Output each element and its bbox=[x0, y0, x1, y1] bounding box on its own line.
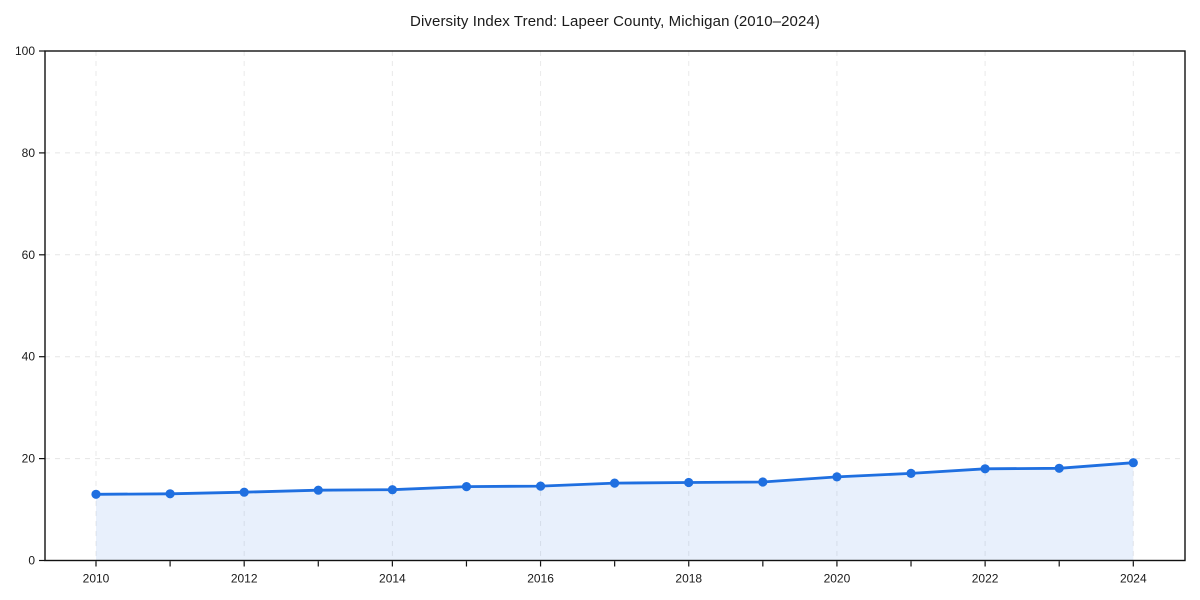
data-point bbox=[684, 477, 694, 488]
x-tick-label: 2012 bbox=[231, 572, 258, 586]
chart-title: Diversity Index Trend: Lapeer County, Mi… bbox=[410, 13, 820, 30]
data-point bbox=[91, 489, 101, 499]
data-point bbox=[313, 485, 323, 495]
x-tick-label: 2016 bbox=[527, 572, 554, 586]
data-point bbox=[165, 489, 175, 499]
data-point bbox=[832, 472, 842, 482]
y-tick-label: 0 bbox=[28, 554, 35, 568]
y-tick-label: 60 bbox=[22, 248, 36, 262]
x-tick-label: 2022 bbox=[972, 572, 999, 586]
y-tick-label: 40 bbox=[22, 350, 36, 364]
data-point bbox=[610, 478, 620, 488]
data-point bbox=[536, 481, 546, 491]
x-tick-label: 2024 bbox=[1120, 572, 1147, 586]
data-point bbox=[906, 468, 916, 478]
data-point bbox=[758, 477, 768, 487]
plot-border bbox=[44, 50, 1186, 562]
data-point bbox=[980, 464, 990, 474]
data-point bbox=[1054, 463, 1064, 473]
data-point bbox=[1128, 458, 1138, 468]
data-point bbox=[461, 482, 472, 492]
x-tick-label: 2010 bbox=[83, 572, 110, 586]
x-tick-label: 2020 bbox=[824, 572, 851, 586]
data-point bbox=[387, 485, 397, 495]
y-tick-label: 20 bbox=[22, 452, 36, 466]
data-point bbox=[239, 487, 249, 497]
x-tick-label: 2014 bbox=[379, 572, 406, 586]
x-tick-label: 2018 bbox=[675, 572, 702, 586]
y-tick-label: 80 bbox=[22, 146, 36, 160]
area-fill bbox=[96, 462, 1134, 561]
y-tick-label: 100 bbox=[15, 44, 35, 58]
